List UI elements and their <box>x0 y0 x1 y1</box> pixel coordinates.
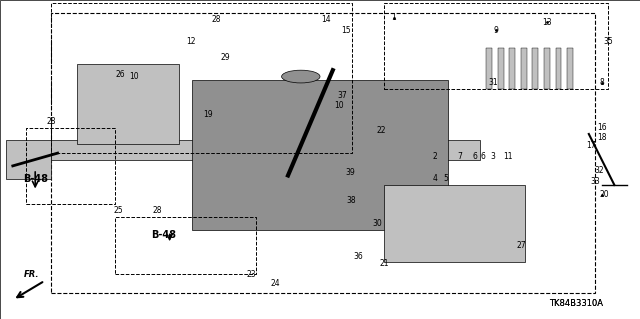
Text: 20: 20 <box>600 190 610 199</box>
Polygon shape <box>532 48 538 89</box>
Polygon shape <box>6 140 51 179</box>
Text: 30: 30 <box>372 219 383 228</box>
Text: 13: 13 <box>542 18 552 27</box>
Text: 37: 37 <box>337 91 348 100</box>
Polygon shape <box>521 48 527 89</box>
Polygon shape <box>486 48 492 89</box>
Text: TK84B3310A: TK84B3310A <box>549 299 603 308</box>
Text: 18: 18 <box>597 133 606 142</box>
Text: 14: 14 <box>321 15 332 24</box>
Text: 19: 19 <box>203 110 213 119</box>
Text: B-48: B-48 <box>22 174 48 184</box>
Text: 36: 36 <box>353 252 364 261</box>
Text: 24: 24 <box>270 279 280 288</box>
Ellipse shape <box>282 70 320 83</box>
Text: 28: 28 <box>212 15 221 24</box>
Text: 10: 10 <box>334 101 344 110</box>
Text: 3: 3 <box>490 152 495 161</box>
Text: 6: 6 <box>481 152 486 161</box>
Polygon shape <box>556 48 561 89</box>
Text: 10: 10 <box>129 72 140 81</box>
Polygon shape <box>192 80 448 230</box>
Text: 12: 12 <box>186 37 195 46</box>
Text: 33: 33 <box>590 177 600 186</box>
Text: 28: 28 <box>47 117 56 126</box>
Text: 25: 25 <box>113 206 124 215</box>
Polygon shape <box>77 64 179 144</box>
Text: 32: 32 <box>595 166 605 175</box>
Text: 15: 15 <box>340 26 351 35</box>
Text: 21: 21 <box>380 259 388 268</box>
Polygon shape <box>51 140 480 160</box>
Text: 6: 6 <box>472 152 477 161</box>
Text: 29: 29 <box>220 53 230 62</box>
Text: 31: 31 <box>488 78 498 87</box>
Polygon shape <box>384 185 525 262</box>
Text: FR.: FR. <box>24 270 40 279</box>
Text: 27: 27 <box>516 241 527 250</box>
Text: 1: 1 <box>391 13 396 22</box>
Text: 38: 38 <box>346 197 356 205</box>
Polygon shape <box>544 48 550 89</box>
Text: TK84B3310A: TK84B3310A <box>549 299 603 308</box>
Text: 2: 2 <box>433 152 438 161</box>
Polygon shape <box>498 48 504 89</box>
Text: 7: 7 <box>457 152 462 161</box>
Text: 23: 23 <box>246 270 256 279</box>
Text: 26: 26 <box>115 70 125 78</box>
Text: B-48: B-48 <box>150 230 176 241</box>
Text: 8: 8 <box>599 78 604 87</box>
Text: 4: 4 <box>433 174 438 183</box>
Text: 5: 5 <box>444 174 449 183</box>
Polygon shape <box>567 48 573 89</box>
Text: 16: 16 <box>596 123 607 132</box>
Polygon shape <box>509 48 515 89</box>
Text: 17: 17 <box>586 141 596 150</box>
Text: 11: 11 <box>503 152 512 161</box>
Text: 35: 35 <box>603 37 613 46</box>
Text: 22: 22 <box>376 126 385 135</box>
Text: 9: 9 <box>493 26 499 35</box>
Text: 39: 39 <box>346 168 356 177</box>
Text: 28: 28 <box>152 206 161 215</box>
